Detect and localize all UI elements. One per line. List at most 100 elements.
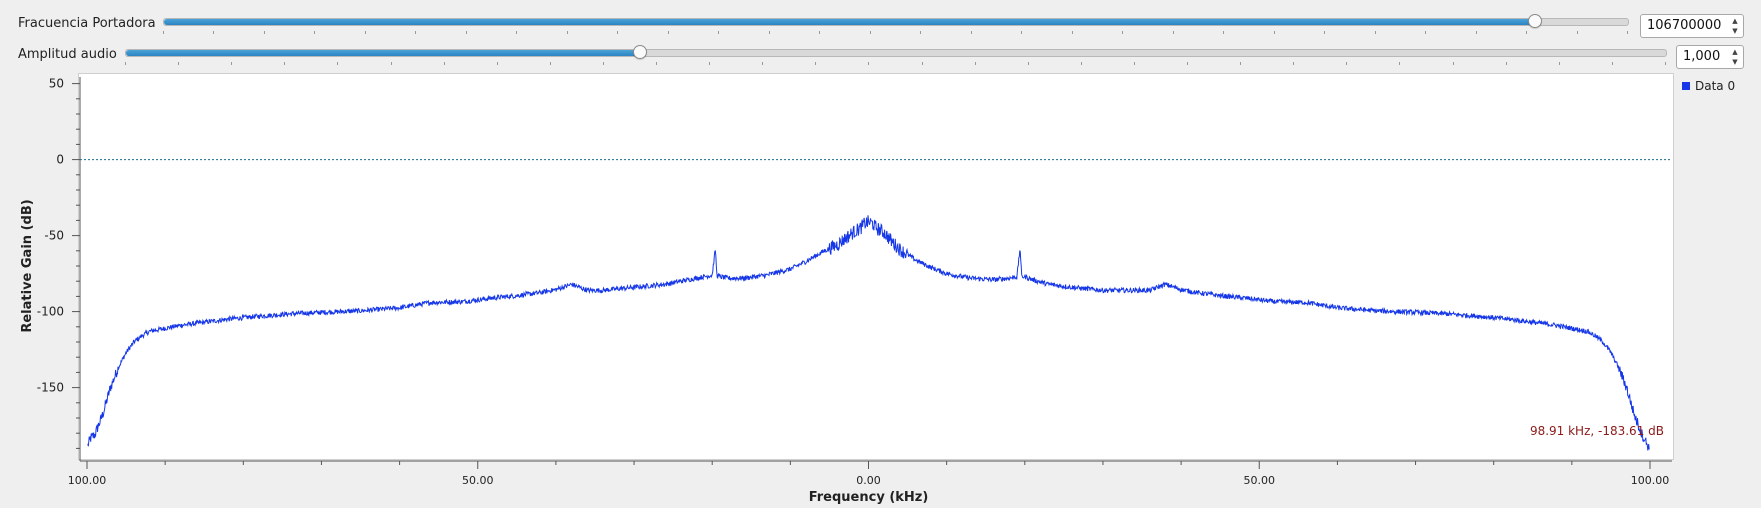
audio-tick xyxy=(1612,62,1613,65)
carrier-tick xyxy=(1425,31,1426,34)
chart-legend[interactable]: Data 0 xyxy=(1682,79,1735,93)
y-tick-label: 0 xyxy=(56,153,64,167)
audio-amplitude-label: Amplitud audio xyxy=(18,47,117,62)
carrier-frequency-row: Fracuencia Portadora 106700000 ▲ ▼ xyxy=(0,11,1761,38)
audio-amplitude-spinbox[interactable]: 1,000 ▲ ▼ xyxy=(1676,45,1744,69)
carrier-frequency-spin-arrows[interactable]: ▲ ▼ xyxy=(1729,16,1741,36)
carrier-tick xyxy=(163,31,164,34)
audio-amplitude-value: 1,000 xyxy=(1683,49,1721,64)
y-tick-label: -150 xyxy=(37,381,64,395)
carrier-tick xyxy=(1324,31,1325,34)
carrier-tick xyxy=(1122,31,1123,34)
audio-tick xyxy=(284,62,285,65)
audio-tick xyxy=(550,62,551,65)
audio-tick xyxy=(231,62,232,65)
audio-amplitude-slider-fill xyxy=(126,50,640,56)
carrier-tick xyxy=(1223,31,1224,34)
audio-tick xyxy=(1453,62,1454,65)
carrier-frequency-slider[interactable] xyxy=(163,14,1629,28)
carrier-tick xyxy=(1526,31,1527,34)
carrier-tick xyxy=(1072,31,1073,34)
audio-tick xyxy=(975,62,976,65)
audio-tick xyxy=(337,62,338,65)
audio-amplitude-ticks xyxy=(125,62,1666,66)
audio-tick xyxy=(125,62,126,65)
carrier-tick xyxy=(668,31,669,34)
carrier-tick xyxy=(365,31,366,34)
marker-readout: 98.91 kHz, -183.61 dB xyxy=(1530,424,1664,438)
carrier-tick xyxy=(769,31,770,34)
audio-amplitude-row: Amplitud audio 1,000 ▲ ▼ xyxy=(0,42,1761,69)
carrier-tick xyxy=(1627,31,1628,34)
audio-tick xyxy=(603,62,604,65)
y-tick-label: 50 xyxy=(49,77,64,91)
carrier-tick xyxy=(264,31,265,34)
carrier-tick xyxy=(1274,31,1275,34)
carrier-frequency-value: 106700000 xyxy=(1647,18,1722,33)
audio-tick xyxy=(1293,62,1294,65)
x-tick-label: 100.00 xyxy=(68,474,107,487)
legend-label-data-0: Data 0 xyxy=(1695,79,1736,93)
x-tick-label: 100.00 xyxy=(1631,474,1670,487)
plot-area[interactable] xyxy=(78,73,1674,460)
audio-amplitude-slider-handle[interactable] xyxy=(633,45,647,59)
spin-up-icon[interactable]: ▲ xyxy=(1732,17,1738,25)
carrier-tick xyxy=(1021,31,1022,34)
audio-tick xyxy=(1081,62,1082,65)
audio-tick xyxy=(1134,62,1135,65)
carrier-tick xyxy=(1173,31,1174,34)
legend-swatch-data-0 xyxy=(1682,82,1690,90)
carrier-tick xyxy=(971,31,972,34)
audio-tick xyxy=(762,62,763,65)
audio-tick xyxy=(1028,62,1029,65)
carrier-frequency-spinbox[interactable]: 106700000 ▲ ▼ xyxy=(1640,14,1744,38)
x-tick-label: 50.00 xyxy=(462,474,494,487)
carrier-tick xyxy=(415,31,416,34)
spin-down-icon[interactable]: ▼ xyxy=(1732,58,1738,66)
x-tick-label: 50.00 xyxy=(1244,474,1276,487)
audio-tick xyxy=(815,62,816,65)
y-tick-label: -50 xyxy=(44,229,64,243)
audio-tick xyxy=(1665,62,1666,65)
carrier-frequency-slider-fill xyxy=(164,19,1535,25)
carrier-tick xyxy=(1476,31,1477,34)
audio-tick xyxy=(656,62,657,65)
audio-amplitude-spin-arrows[interactable]: ▲ ▼ xyxy=(1729,47,1741,67)
carrier-frequency-slider-handle[interactable] xyxy=(1528,14,1542,28)
carrier-tick xyxy=(314,31,315,34)
audio-tick xyxy=(1240,62,1241,65)
carrier-tick xyxy=(920,31,921,34)
audio-tick xyxy=(497,62,498,65)
carrier-tick xyxy=(718,31,719,34)
carrier-tick xyxy=(819,31,820,34)
carrier-frequency-label: Fracuencia Portadora xyxy=(18,16,156,31)
audio-tick xyxy=(1346,62,1347,65)
carrier-tick xyxy=(1577,31,1578,34)
carrier-tick xyxy=(617,31,618,34)
spin-up-icon[interactable]: ▲ xyxy=(1732,48,1738,56)
audio-tick xyxy=(1506,62,1507,65)
carrier-tick xyxy=(567,31,568,34)
carrier-tick xyxy=(516,31,517,34)
audio-tick xyxy=(922,62,923,65)
audio-tick xyxy=(709,62,710,65)
audio-tick xyxy=(1399,62,1400,65)
y-tick-label: -100 xyxy=(37,305,64,319)
carrier-tick xyxy=(1375,31,1376,34)
audio-tick xyxy=(1559,62,1560,65)
spin-down-icon[interactable]: ▼ xyxy=(1732,27,1738,35)
x-axis-title: Frequency (kHz) xyxy=(809,490,929,505)
x-tick-label: 0.00 xyxy=(856,474,881,487)
audio-amplitude-slider[interactable] xyxy=(125,45,1667,59)
audio-tick xyxy=(1187,62,1188,65)
audio-tick xyxy=(444,62,445,65)
data-0-trace xyxy=(87,215,1650,451)
audio-tick xyxy=(178,62,179,65)
carrier-tick xyxy=(870,31,871,34)
audio-tick xyxy=(868,62,869,65)
carrier-frequency-ticks xyxy=(163,31,1628,35)
y-axis-title: Relative Gain (dB) xyxy=(20,199,35,332)
carrier-tick xyxy=(466,31,467,34)
